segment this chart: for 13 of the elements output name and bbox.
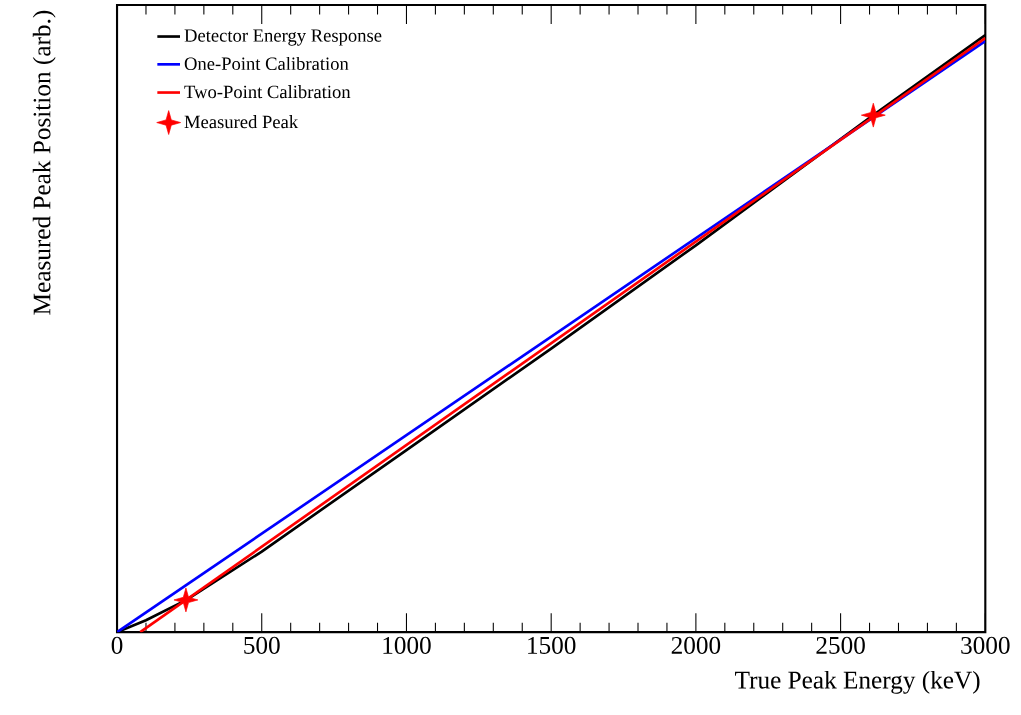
x-tick-label: 0 [111,636,123,654]
x-tick-label: 3000 [961,636,1010,654]
x-tick-label: 1000 [383,636,431,654]
x-axis-title: True Peak Energy (keV) [735,670,980,694]
y-axis-title: Measured Peak Position (arb.) [32,10,56,315]
legend-label: One-Point Calibration [184,56,349,70]
x-tick-label: 2500 [816,636,865,654]
legend-label: Detector Energy Response [184,29,382,46]
legend-label: Two-Point Calibration [184,84,351,99]
legend-label: Measured Peak [184,115,299,129]
x-tick-label: 500 [244,636,280,654]
x-tick-label: 1500 [528,636,576,654]
x-tick-label: 2000 [671,636,721,654]
